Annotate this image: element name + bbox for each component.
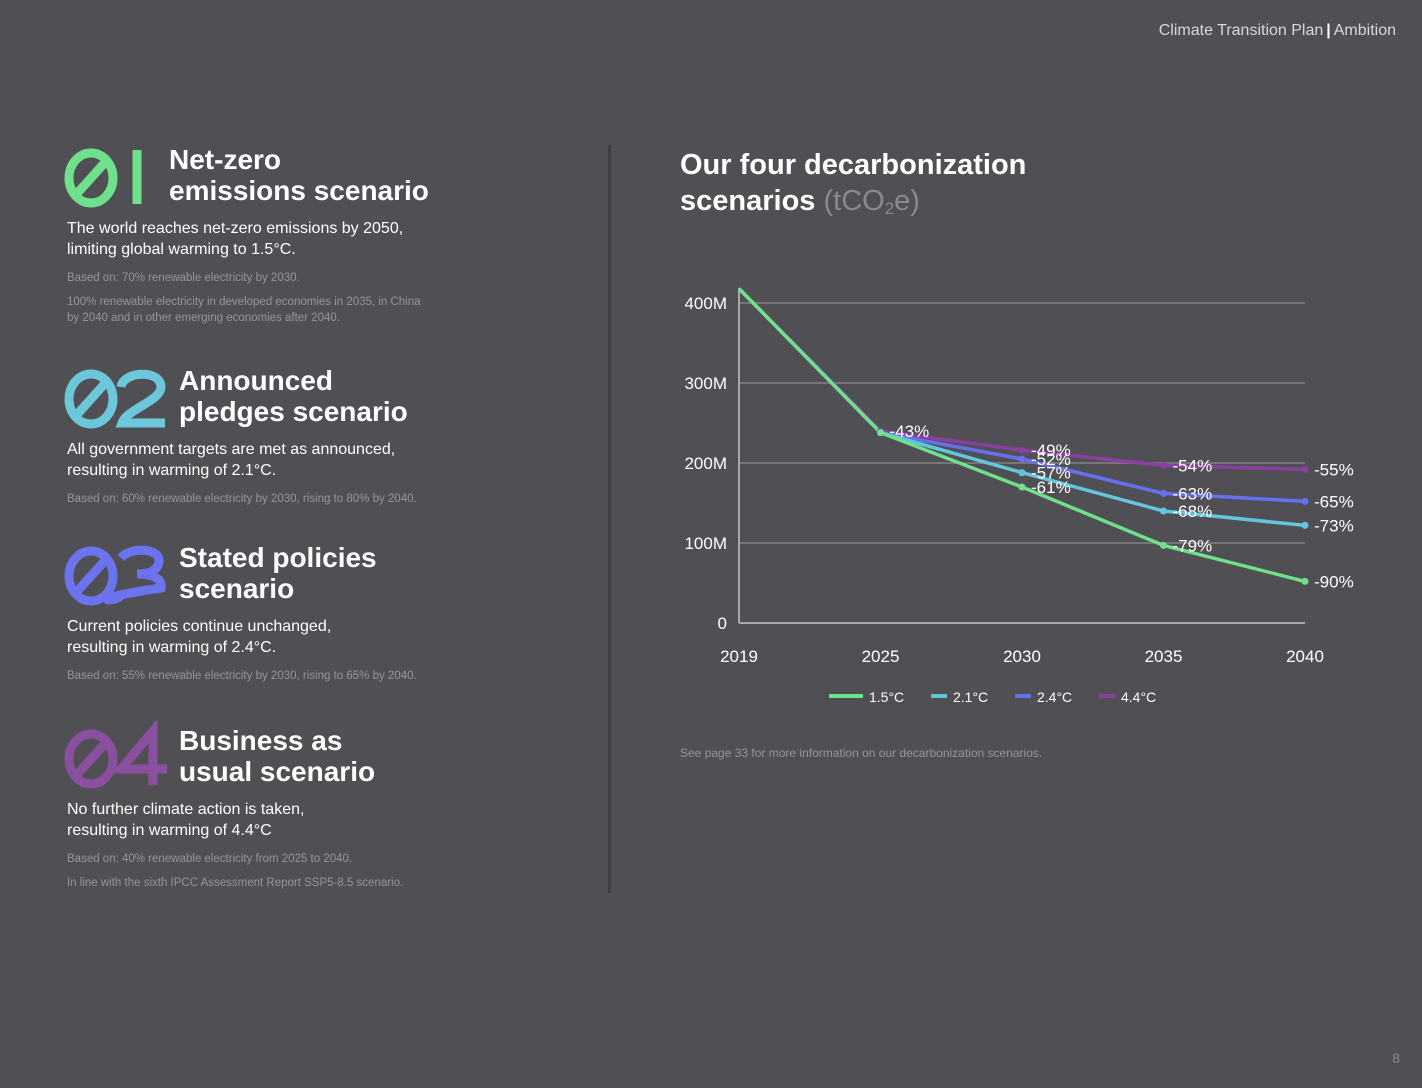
data-label: -68% (1173, 502, 1213, 521)
scenario-description-line: resulting in warming of 2.1°C. (67, 462, 277, 479)
scenario-description: The world reaches net-zero emissions by … (63, 218, 483, 260)
data-point (1301, 465, 1309, 473)
data-label: -90% (1314, 572, 1354, 591)
x-tick-label: 2019 (720, 647, 758, 666)
scenario-note: In line with the sixth IPCC Assessment R… (63, 875, 483, 891)
x-tick-label: 2025 (862, 647, 900, 666)
chart-unit: (tCO2e) (823, 185, 920, 218)
y-tick-label: 400M (684, 294, 727, 313)
y-tick-label: 0 (718, 614, 727, 633)
y-tick-label: 100M (684, 534, 727, 553)
scenario-title: Net-zero emissions scenario (169, 144, 469, 206)
chart-footnote: See page 33 for more information on our … (680, 746, 1043, 760)
scenario-title-line: pledges scenario (179, 396, 408, 427)
column-divider (608, 145, 611, 893)
chart-title-line-1: Our four decarbonization (680, 149, 1027, 181)
scenario-note-line: Based on: 60% renewable electricity by 2… (67, 493, 417, 505)
scenario-note: 100% renewable electricity in developed … (63, 294, 483, 326)
legend-label: 2.4°C (1037, 689, 1072, 705)
data-point (1160, 541, 1167, 549)
section-name: Ambition (1333, 22, 1396, 39)
scenario-note-line: Based on: 55% renewable electricity by 2… (67, 670, 417, 682)
y-tick-label: 200M (684, 454, 727, 473)
scenario-note: Based on: 60% renewable electricity by 2… (63, 491, 483, 507)
scenario-title: Stated policies scenario (179, 542, 479, 604)
data-point (1018, 483, 1026, 491)
scenario-04: Business as usual scenario No further clim… (63, 721, 483, 891)
data-label: -73% (1314, 516, 1354, 535)
scenario-number-02 (64, 369, 166, 429)
data-point (1018, 446, 1026, 454)
scenario-number-04 (64, 721, 167, 789)
series-line-4.4°C (737, 287, 1306, 472)
data-label: -55% (1314, 460, 1354, 479)
scenario-title-line: Net-zero (169, 144, 282, 175)
x-tick-label: 2035 (1145, 647, 1183, 666)
data-point (1018, 469, 1026, 477)
scenario-description: No further climate action is taken, resul… (63, 799, 483, 841)
scenario-title: Announced pledges scenario (179, 365, 479, 427)
scenario-note-line: In line with the sixth IPCC Assessment R… (67, 877, 404, 889)
scenario-number-01 (64, 148, 142, 208)
scenario-description: Current policies continue unchanged, resu… (63, 616, 483, 658)
scenario-title: Business as usual scenario (179, 725, 479, 787)
data-label: -79% (1173, 536, 1213, 555)
data-point (1160, 507, 1167, 515)
y-tick-label: 300M (684, 374, 727, 393)
data-label: -52% (1031, 450, 1071, 469)
scenario-title-line: Business as (179, 725, 343, 756)
page-header: Climate Transition Plan | Ambition (1159, 22, 1396, 40)
scenario-note-line: 100% renewable electricity in developed … (67, 296, 421, 308)
data-label: -65% (1314, 492, 1354, 511)
scenario-description-line: No further climate action is taken, (67, 801, 305, 818)
scenario-note-line: Based on: 40% renewable electricity from… (67, 853, 353, 865)
data-label: -63% (1173, 484, 1213, 503)
data-label: -57% (1031, 464, 1071, 483)
scenario-note: Based on: 55% renewable electricity by 2… (63, 668, 483, 684)
x-tick-label: 2030 (1003, 647, 1041, 666)
data-point (1301, 521, 1309, 529)
chart-title: Our four decarbonization scenarios (tCO2… (680, 147, 1026, 227)
scenario-title-line: usual scenario (179, 756, 376, 787)
scenario-03: Stated policies scenario Current policies … (63, 538, 483, 684)
data-label: -61% (1031, 478, 1071, 497)
data-point (877, 429, 884, 437)
scenario-description: All government targets are met as announ… (63, 439, 483, 481)
document-title: Climate Transition Plan (1158, 22, 1324, 39)
scenario-description-line: limiting global warming to 1.5°C. (67, 241, 296, 258)
scenario-title-line: Announced (179, 365, 333, 396)
legend-label: 1.5°C (869, 689, 904, 705)
page-number: 8 (1392, 1050, 1400, 1066)
scenario-description-line: The world reaches net-zero emissions by … (67, 220, 404, 237)
scenario-title-line: emissions scenario (169, 175, 429, 206)
x-tick-label: 2040 (1286, 647, 1324, 666)
header-separator: | (1326, 22, 1331, 39)
scenario-description-line: resulting in warming of 2.4°C. (67, 639, 277, 656)
scenario-number-03 (64, 545, 166, 606)
data-point (1018, 455, 1026, 463)
scenario-note: Based on: 70% renewable electricity by 2… (63, 270, 483, 286)
data-point (1160, 461, 1167, 469)
scenario-title-line: Stated policies (179, 542, 377, 573)
scenario-note-line: Based on: 70% renewable electricity by 2… (67, 272, 300, 284)
data-label: -49% (1031, 441, 1071, 460)
scenario-description-line: All government targets are met as announ… (67, 441, 396, 458)
chart-title-line-2: scenarios (680, 185, 816, 217)
data-label: -54% (1173, 456, 1213, 475)
data-point (1301, 497, 1309, 505)
legend-label: 2.1°C (953, 689, 988, 705)
series-line-1.5°C (737, 287, 1306, 584)
scenario-note-line: by 2040 and in other emerging economies … (67, 312, 340, 324)
scenario-description-line: Current policies continue unchanged, (67, 618, 332, 635)
scenario-title-line: scenario (179, 573, 295, 604)
scenario-02: Announced pledges scenario All government … (63, 361, 483, 507)
data-label: -43% (890, 422, 930, 441)
data-point (1160, 489, 1167, 497)
scenario-note: Based on: 40% renewable electricity from… (63, 851, 483, 867)
data-point (1301, 577, 1309, 585)
scenario-description-line: resulting in warming of 4.4°C (67, 822, 272, 839)
legend-label: 4.4°C (1121, 689, 1156, 705)
scenario-01: Net-zero emissions scenario The world reac… (63, 140, 483, 326)
